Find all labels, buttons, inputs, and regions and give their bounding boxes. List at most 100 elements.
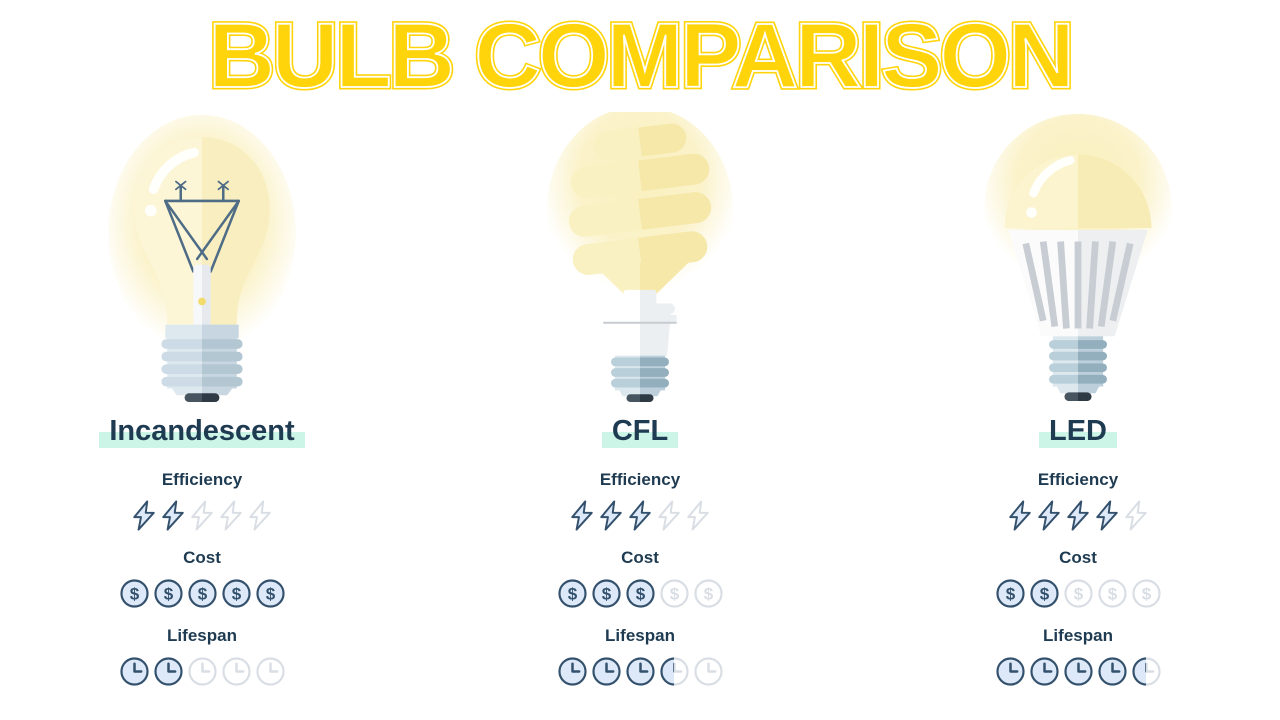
clock-icon	[1029, 657, 1059, 686]
dollar-coin-icon: $	[1097, 579, 1127, 608]
dollar-coin-icon: $	[625, 579, 655, 608]
cfl-bulb-icon	[547, 112, 733, 402]
dollar-coin-icon: $	[187, 579, 217, 608]
dollar-coin-icon: $	[1131, 579, 1161, 608]
lightning-icon	[133, 500, 155, 531]
bulb-name-text: CFL	[601, 414, 679, 448]
bulb-name-incandescent: Incandescent	[99, 408, 305, 454]
metric-efficiency-incandescent: Efficiency	[131, 470, 273, 532]
bulb-name-led: LED	[1039, 408, 1117, 454]
metric-efficiency-cfl: Efficiency	[569, 470, 711, 532]
efficiency-rating-incandescent	[131, 499, 273, 532]
lifespan-rating-incandescent	[119, 655, 286, 688]
lightning-icon	[1067, 500, 1089, 531]
clock-icon	[1063, 657, 1093, 686]
dollar-coin-icon: $	[255, 579, 285, 608]
dollar-coin-icon: $	[1063, 579, 1093, 608]
clock-icon	[1097, 657, 1127, 686]
dollar-coin-icon: $	[995, 579, 1025, 608]
svg-text:$: $	[1107, 584, 1117, 603]
metric-label-cost: Cost	[1059, 548, 1097, 567]
clock-icon	[119, 657, 149, 686]
clock-icon	[625, 657, 655, 686]
lightning-icon	[1009, 500, 1031, 531]
lightning-icon	[249, 500, 271, 531]
dollar-coin-icon: $	[591, 579, 621, 608]
svg-text:$: $	[1005, 584, 1015, 603]
svg-text:$: $	[231, 584, 241, 603]
page-title: BULB COMPARISON BULB COMPARISON	[206, 7, 1077, 106]
metric-cost-cfl: Cost $ $ $ $ $	[557, 548, 724, 610]
clock-icon	[693, 657, 723, 686]
svg-text:$: $	[197, 584, 207, 603]
svg-text:$: $	[703, 584, 713, 603]
lightning-icon	[629, 500, 651, 531]
lifespan-rating-led	[995, 655, 1162, 688]
lightning-icon	[1096, 500, 1118, 531]
column-incandescent: Incandescent Efficiency Cost $ $ $ $ $ Lifes…	[32, 112, 372, 688]
lifespan-rating-cfl	[557, 655, 724, 688]
cost-rating-cfl: $ $ $ $ $	[557, 577, 724, 610]
half-filled-icon	[1131, 656, 1162, 687]
page-title-text: BULB COMPARISON	[206, 5, 1077, 107]
clock-icon	[591, 657, 621, 686]
lightning-icon	[600, 500, 622, 531]
clock-icon	[995, 657, 1025, 686]
lightning-icon	[687, 500, 709, 531]
cfl-bulb-illustration	[540, 112, 740, 402]
incandescent-bulb-illustration	[102, 112, 302, 402]
lightning-icon	[191, 500, 213, 531]
dollar-coin-icon: $	[659, 579, 689, 608]
svg-text:$: $	[1073, 584, 1083, 603]
lightning-icon	[1125, 500, 1147, 531]
efficiency-rating-led	[1007, 499, 1149, 532]
metric-label-cost: Cost	[183, 548, 221, 567]
clock-icon	[557, 657, 587, 686]
efficiency-rating-cfl	[569, 499, 711, 532]
svg-text:$: $	[265, 584, 275, 603]
dollar-coin-icon: $	[1029, 579, 1059, 608]
metric-label-efficiency: Efficiency	[599, 470, 681, 489]
svg-text:$: $	[1141, 584, 1151, 603]
led-bulb-illustration	[978, 112, 1178, 402]
column-led: LED Efficiency Cost $ $ $ $ $ Lifespan	[908, 112, 1248, 688]
clock-icon	[221, 657, 251, 686]
page-header: BULB COMPARISON BULB COMPARISON	[0, 0, 1280, 112]
column-cfl: CFL Efficiency Cost $ $ $ $ $ Lifespan	[470, 112, 810, 688]
half-filled-icon	[659, 656, 690, 687]
clock-icon	[255, 657, 285, 686]
lightning-icon	[658, 500, 680, 531]
bulb-name-cfl: CFL	[601, 408, 679, 454]
svg-text:$: $	[601, 584, 611, 603]
svg-text:$: $	[635, 584, 645, 603]
cost-rating-led: $ $ $ $ $	[995, 577, 1162, 610]
metric-cost-led: Cost $ $ $ $ $	[995, 548, 1162, 610]
metric-label-lifespan: Lifespan	[605, 626, 675, 645]
svg-text:$: $	[567, 584, 577, 603]
metric-label-efficiency: Efficiency	[1037, 470, 1119, 489]
metric-label-efficiency: Efficiency	[161, 470, 243, 489]
svg-text:$: $	[163, 584, 173, 603]
svg-text:$: $	[1039, 584, 1049, 603]
clock-icon	[153, 657, 183, 686]
metric-label-cost: Cost	[621, 548, 659, 567]
led-bulb-icon	[984, 113, 1172, 402]
dollar-coin-icon: $	[693, 579, 723, 608]
lightning-icon	[1038, 500, 1060, 531]
metric-cost-incandescent: Cost $ $ $ $ $	[119, 548, 286, 610]
dollar-coin-icon: $	[221, 579, 251, 608]
metric-lifespan-incandescent: Lifespan	[119, 626, 286, 688]
bulb-name-text: LED	[1039, 414, 1117, 448]
lightning-icon	[571, 500, 593, 531]
metric-efficiency-led: Efficiency	[1007, 470, 1149, 532]
lightning-icon	[162, 500, 184, 531]
cost-rating-incandescent: $ $ $ $ $	[119, 577, 286, 610]
incandescent-bulb-icon	[108, 114, 296, 402]
dollar-coin-icon: $	[119, 579, 149, 608]
bulb-name-text: Incandescent	[99, 414, 305, 448]
svg-text:$: $	[129, 584, 139, 603]
metric-lifespan-cfl: Lifespan	[557, 626, 724, 688]
clock-icon	[187, 657, 217, 686]
metric-lifespan-led: Lifespan	[995, 626, 1162, 688]
dollar-coin-icon: $	[557, 579, 587, 608]
